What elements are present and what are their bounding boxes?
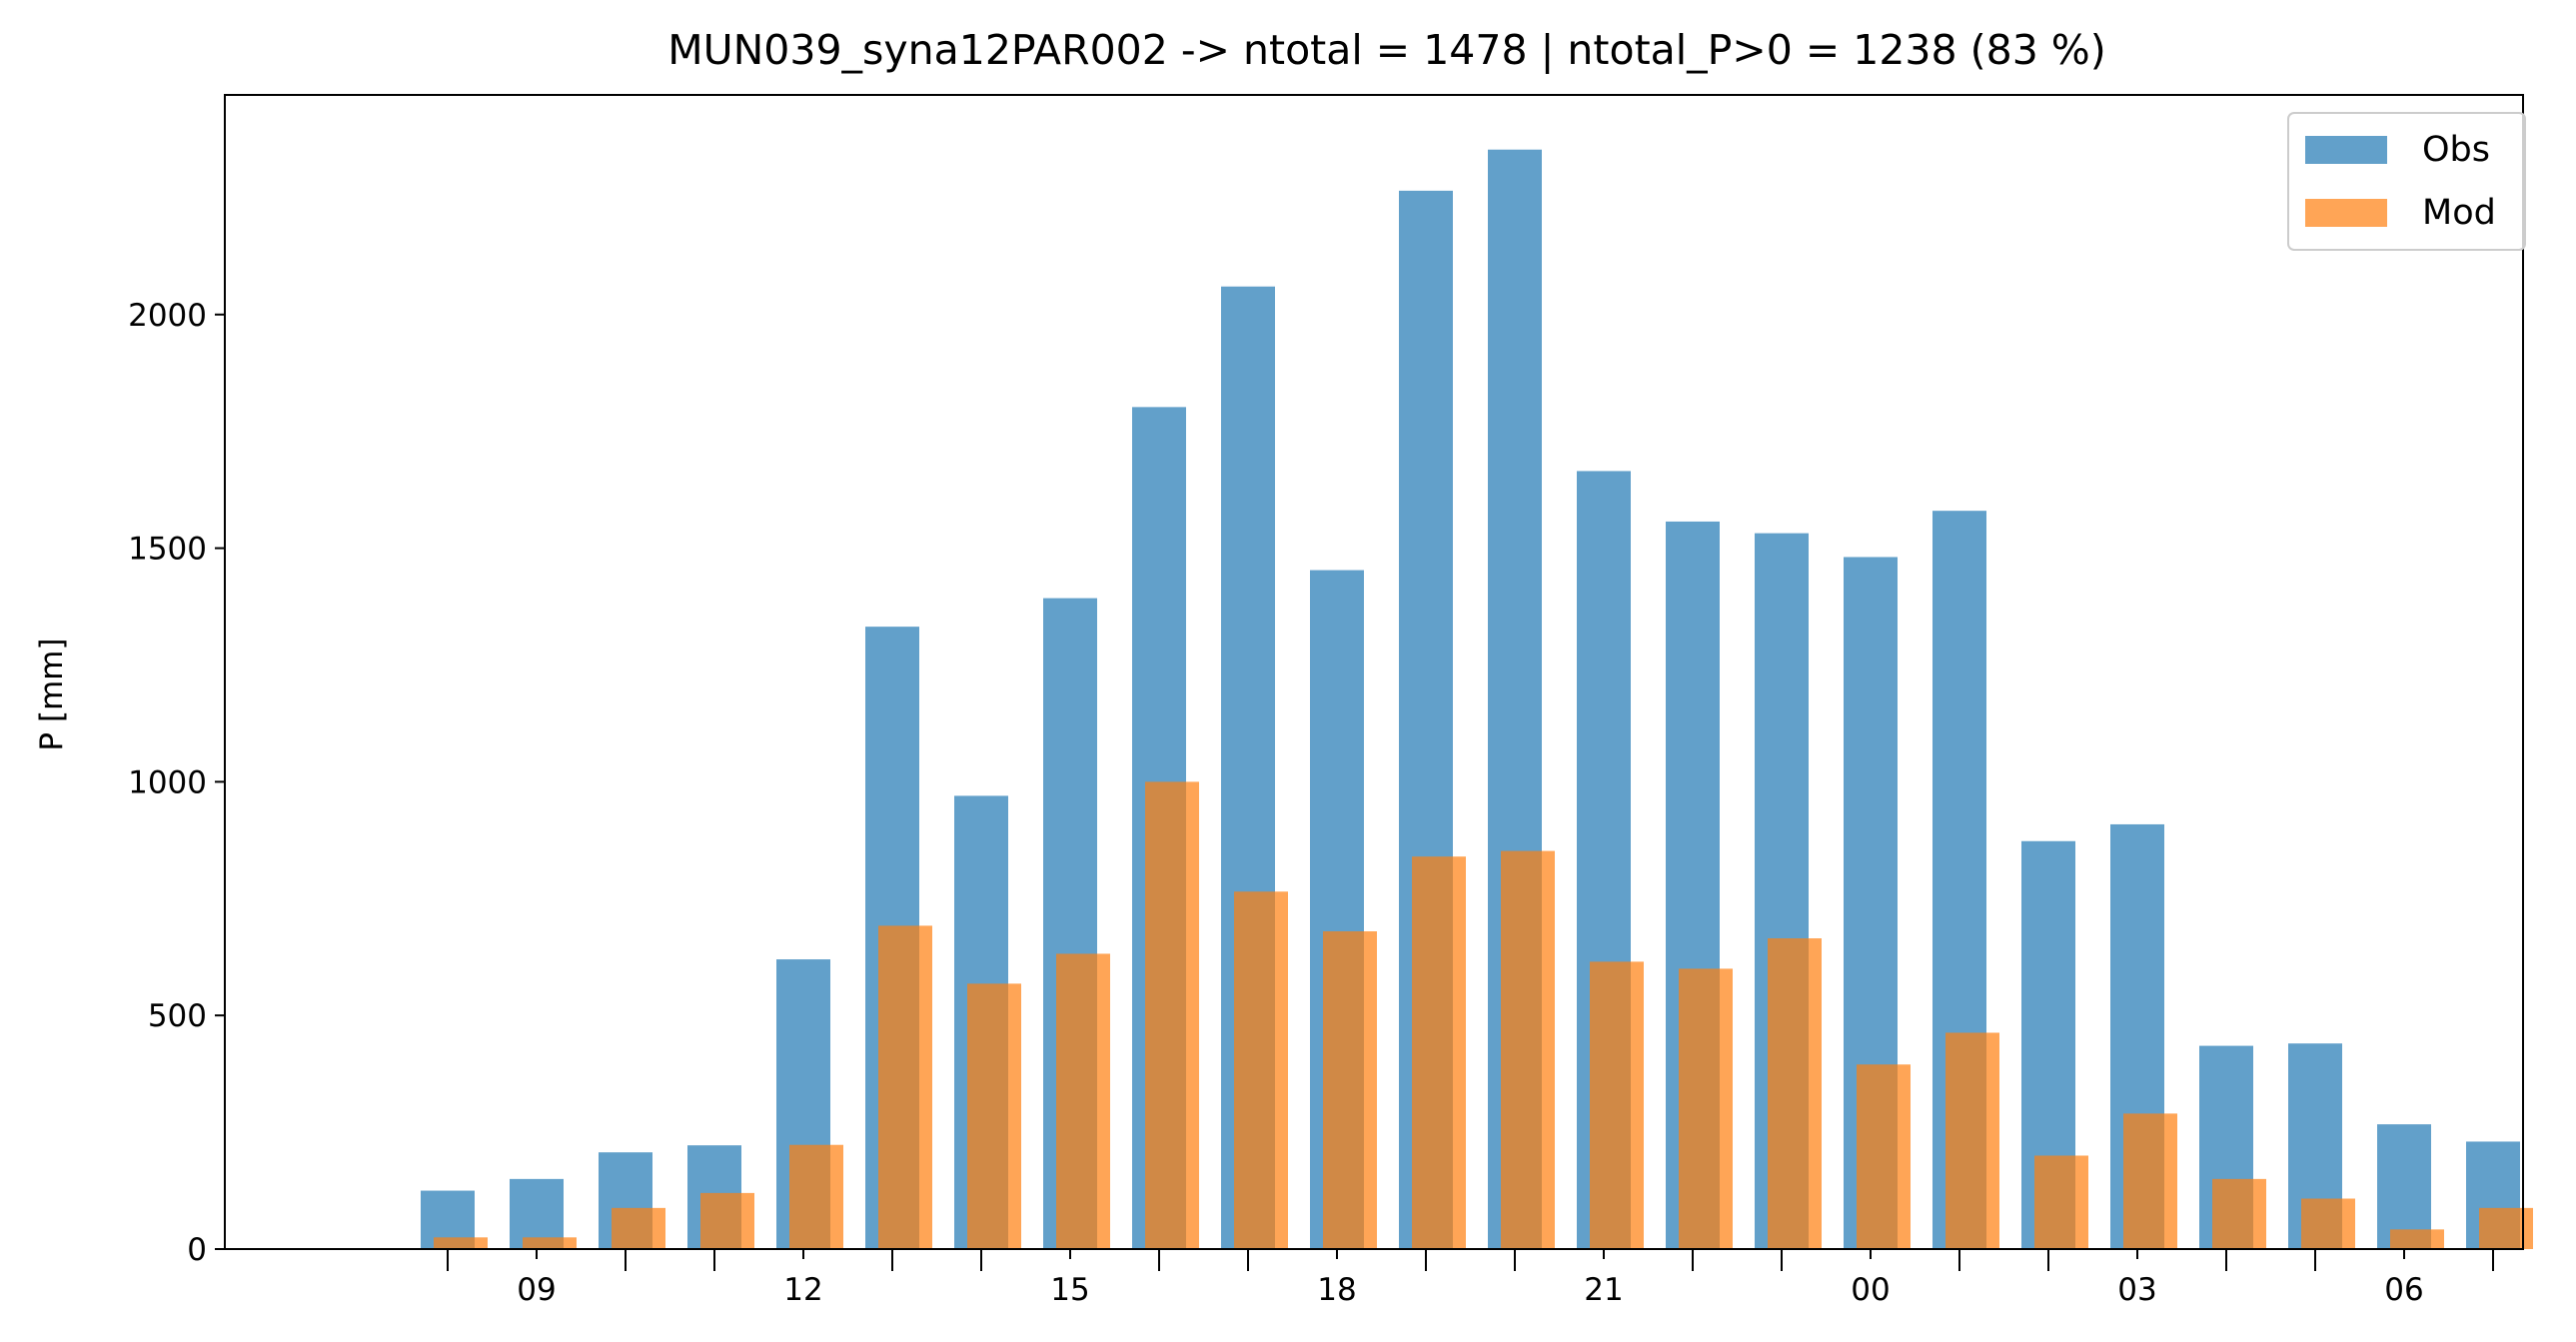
x-tick-label: 03 xyxy=(2117,1272,2156,1308)
mod-bar xyxy=(2212,1178,2266,1249)
mod-bar xyxy=(2123,1113,2177,1249)
legend-label: Mod xyxy=(2422,193,2496,233)
x-tick-label: 18 xyxy=(1317,1272,1356,1308)
mod-bar xyxy=(1945,1032,1999,1249)
mod-series xyxy=(434,781,2533,1249)
mod-bar xyxy=(1501,850,1555,1249)
mod-bar xyxy=(1056,953,1110,1249)
mod-bar xyxy=(523,1237,577,1249)
x-tick-label: 21 xyxy=(1584,1272,1623,1308)
mod-bar xyxy=(1412,856,1466,1249)
legend: Obs Mod xyxy=(2287,112,2526,251)
mod-bar xyxy=(789,1144,843,1249)
y-tick-label: 1500 xyxy=(128,532,207,568)
y-tick-label: 1000 xyxy=(128,764,207,800)
mod-bar xyxy=(1768,938,1822,1249)
mod-bar xyxy=(1145,781,1199,1249)
mod-bar xyxy=(878,925,932,1249)
mod-bar xyxy=(1679,968,1733,1249)
mod-bar xyxy=(434,1237,488,1249)
mod-bar xyxy=(1323,931,1377,1249)
mod-bar xyxy=(1857,1064,1911,1249)
x-tick-label: 12 xyxy=(783,1272,822,1308)
x-tick-label: 09 xyxy=(517,1272,556,1308)
obs-series xyxy=(421,149,2520,1250)
mod-bar xyxy=(1590,961,1644,1249)
y-tick-label: 0 xyxy=(187,1232,207,1268)
x-axis: 09 12 15 18 21 00 03 06 xyxy=(447,1249,2494,1308)
mod-bar xyxy=(612,1207,665,1249)
y-axis-label: P [mm] xyxy=(34,638,70,750)
y-tick-label: 500 xyxy=(148,998,207,1034)
x-tick-label: 06 xyxy=(2384,1272,2423,1308)
mod-bar xyxy=(700,1192,754,1249)
legend-label: Obs xyxy=(2422,130,2490,170)
mod-bar xyxy=(2479,1207,2533,1249)
mod-bar xyxy=(2301,1198,2355,1249)
plot-frame xyxy=(224,94,2524,1250)
legend-swatch xyxy=(2305,199,2387,227)
x-tick-label: 00 xyxy=(1851,1272,1890,1308)
mod-bar xyxy=(2390,1229,2444,1249)
mod-bar xyxy=(1234,891,1288,1249)
mod-bar xyxy=(967,983,1021,1249)
legend-swatch xyxy=(2305,136,2387,164)
y-axis: 0 500 1000 1500 2000 xyxy=(128,298,225,1268)
y-tick-label: 2000 xyxy=(128,298,207,334)
x-tick-label: 15 xyxy=(1050,1272,1089,1308)
chart-title: MUN039_syna12PAR002 -> ntotal = 1478 | n… xyxy=(667,26,2106,74)
mod-bar xyxy=(2034,1155,2088,1249)
obs-bar xyxy=(2377,1124,2431,1249)
